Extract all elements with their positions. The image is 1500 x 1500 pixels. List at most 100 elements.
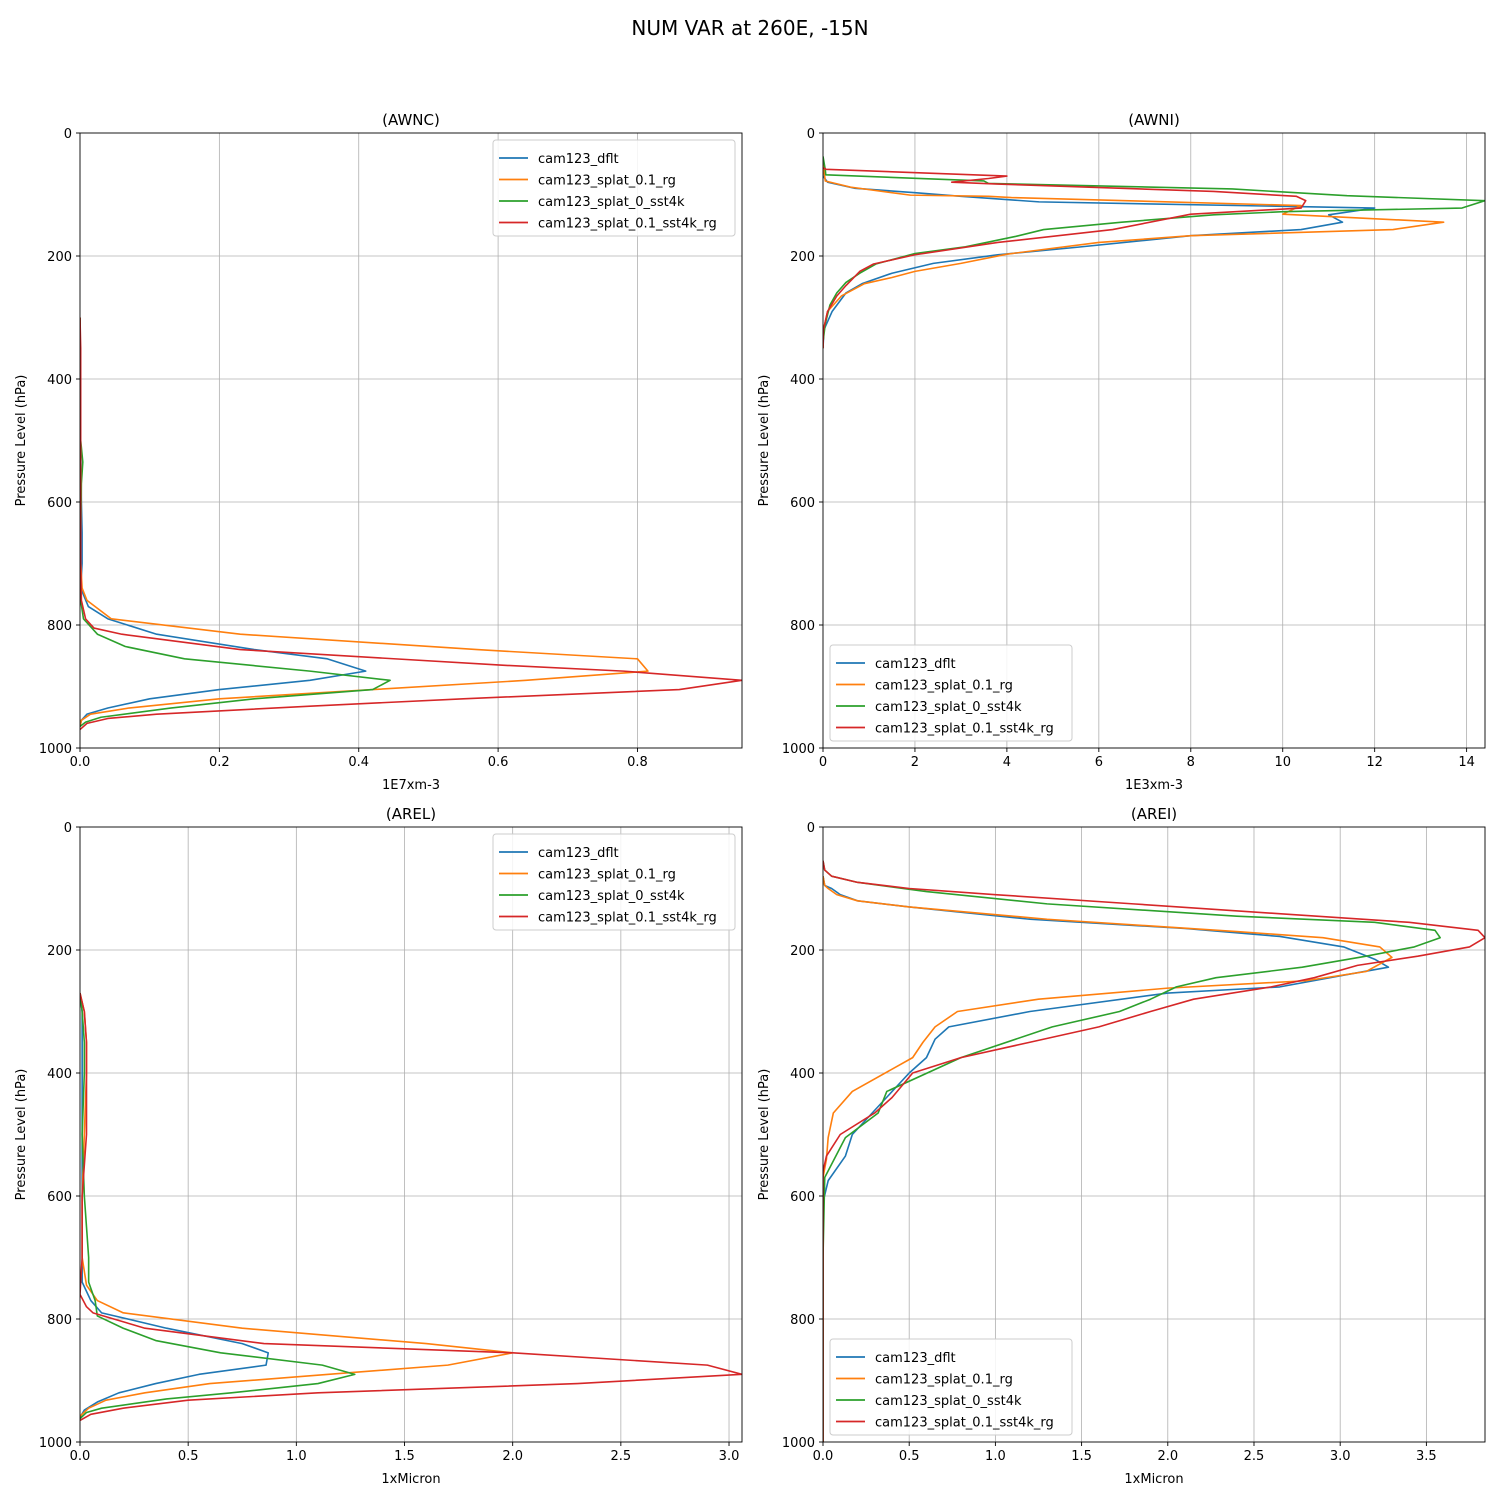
y-tick-label: 0 [807,821,815,836]
x-tick-label: 3.0 [719,1449,740,1464]
legend-label: cam123_splat_0.1_sst4k_rg [538,911,717,926]
y-tick-label: 0 [807,127,815,142]
axes-title: (AWNI) [1128,111,1180,129]
legend: cam123_dflt cam123_splat_0.1_rg cam123_spl… [829,644,1073,742]
x-tick-label: 14 [1458,755,1475,770]
x-tick-label: 3.5 [1416,1449,1437,1464]
series-line-cam123-splat-0-1-rg [823,163,1445,349]
figure-title: NUM VAR at 260E, -15N [631,16,869,40]
legend: cam123_dflt cam123_splat_0.1_rg cam123_spl… [829,1338,1073,1436]
y-tick-label: 400 [47,1067,72,1082]
y-tick-label: 1000 [782,742,815,757]
panel-arel: 0.0 0.5 1.0 1.5 2.0 2.5 3.0 0 200 400 600 800 1000 (A… [14,805,743,1487]
x-tick-label: 0.4 [348,755,369,770]
x-tick-label: 1.0 [985,1449,1006,1464]
y-tick-label: 600 [790,496,815,511]
y-tick-label: 1000 [39,742,72,757]
series-line-cam123-splat-0-1-rg [823,876,1393,1442]
legend-label: cam123_splat_0.1_rg [538,174,676,189]
legend-label: cam123_splat_0.1_rg [875,679,1013,694]
axes-frame [79,132,743,749]
x-tick-label: 1.5 [1071,1449,1092,1464]
panel-arei: 0.0 0.5 1.0 1.5 2.0 2.5 3.0 3.5 0 200 400 600 800 100… [757,805,1486,1487]
series-line-cam123-splat-0-1-sst4k-rg [80,317,742,731]
legend-label: cam123_splat_0.1_sst4k_rg [875,1416,1054,1431]
x-tick-label: 12 [1366,755,1383,770]
y-tick-label: 200 [790,944,815,959]
x-tick-label: 8 [1187,755,1195,770]
y-tick-label: 200 [790,250,815,265]
series-line-cam123-splat-0-1-sst4k-rg [80,992,742,1422]
legend-box [492,139,736,237]
y-tick-label: 800 [790,619,815,634]
y-tick-label: 400 [47,373,72,388]
y-tick-label: 400 [790,1067,815,1082]
y-tick-label: 800 [790,1313,815,1328]
legend-label: cam123_dflt [875,1351,956,1366]
legend-label: cam123_dflt [538,846,619,861]
legend-box [492,833,736,931]
x-tick-label: 1.0 [286,1449,307,1464]
x-tick-label: 0.8 [627,755,648,770]
panel-awni: 0 2 4 6 8 10 12 14 0 200 400 600 800 1000 (AWNI) 1E3xm-… [757,111,1486,793]
x-tick-label: 2 [911,755,919,770]
x-tick-label: 0.5 [899,1449,920,1464]
axes-frame [79,826,743,1443]
y-tick-label: 0 [64,821,72,836]
x-axis-label: 1E3xm-3 [1125,778,1183,793]
axes-frame [822,826,1486,1443]
y-tick-label: 200 [47,944,72,959]
legend: cam123_dflt cam123_splat_0.1_rg cam123_spl… [492,833,736,931]
y-axis-label: Pressure Level (hPa) [757,1069,772,1201]
x-tick-label: 0.6 [488,755,509,770]
y-axis-label: Pressure Level (hPa) [757,375,772,507]
legend-label: cam123_splat_0_sst4k [538,195,685,210]
series-line-cam123-splat-0-1-sst4k-rg [823,860,1485,1442]
x-tick-label: 0.0 [813,1449,834,1464]
x-axis-label: 1E7xm-3 [382,778,440,793]
x-tick-label: 4 [1003,755,1011,770]
x-tick-label: 0.0 [70,755,91,770]
y-tick-label: 1000 [39,1436,72,1451]
legend-label: cam123_splat_0_sst4k [875,1394,1022,1409]
x-tick-label: 2.5 [611,1449,632,1464]
legend-box [829,644,1073,742]
legend-label: cam123_splat_0_sst4k [875,700,1022,715]
axes-frame [822,132,1486,749]
y-tick-label: 200 [47,250,72,265]
x-tick-label: 3.0 [1330,1449,1351,1464]
x-tick-label: 0 [819,755,827,770]
x-tick-label: 0.5 [178,1449,199,1464]
axes-title: (AWNC) [382,111,440,129]
series-line-cam123-splat-0-sst4k [823,860,1441,1442]
y-axis-label: Pressure Level (hPa) [14,375,29,507]
x-tick-label: 2.0 [1157,1449,1178,1464]
x-tick-label: 6 [1095,755,1103,770]
y-tick-label: 600 [47,496,72,511]
y-tick-label: 800 [47,1313,72,1328]
y-tick-label: 800 [47,619,72,634]
x-axis-label: 1xMicron [1124,1472,1183,1487]
legend-label: cam123_splat_0.1_sst4k_rg [538,217,717,232]
y-tick-label: 600 [47,1190,72,1205]
series-line-cam123-splat-0-sst4k [80,992,356,1420]
series-line-cam123-splat-0-sst4k [823,156,1485,343]
series-line-cam123-dflt [80,992,270,1418]
series-line-cam123-splat-0-sst4k [80,317,391,728]
legend: cam123_dflt cam123_splat_0.1_rg cam123_spl… [492,139,736,237]
y-tick-label: 0 [64,127,72,142]
y-tick-label: 400 [790,373,815,388]
x-tick-label: 0.2 [209,755,230,770]
x-axis-label: 1xMicron [381,1472,440,1487]
y-tick-label: 1000 [782,1436,815,1451]
y-tick-label: 600 [790,1190,815,1205]
x-tick-label: 1.5 [394,1449,415,1464]
x-tick-label: 2.5 [1244,1449,1265,1464]
axes-title: (AREL) [386,805,436,823]
series-line-cam123-splat-0-1-sst4k-rg [823,167,1307,349]
legend-label: cam123_dflt [538,152,619,167]
x-tick-label: 2.0 [502,1449,523,1464]
legend-label: cam123_splat_0_sst4k [538,889,685,904]
panel-awnc: 0.0 0.2 0.4 0.6 0.8 0 200 400 600 800 1000 (AWNC) 1E… [14,111,743,793]
